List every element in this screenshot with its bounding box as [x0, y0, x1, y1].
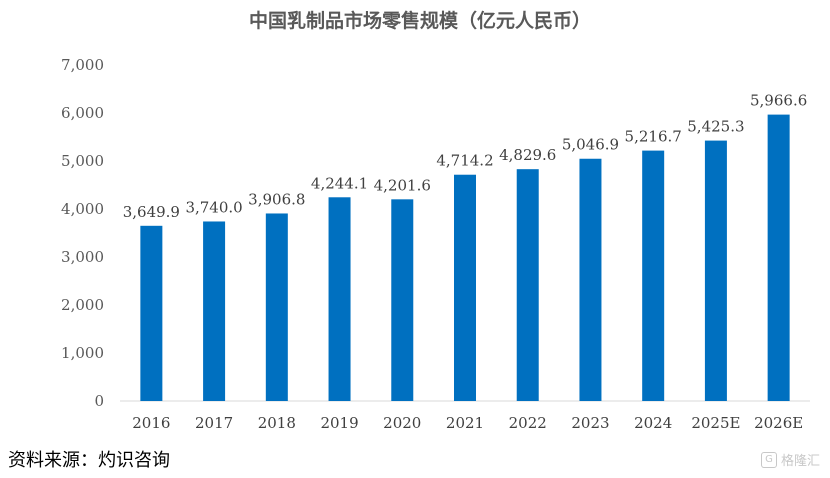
data-label: 4,244.1: [311, 174, 368, 192]
bar-2021: [454, 174, 476, 401]
x-tick-label: 2024: [634, 414, 672, 432]
x-tick-label: 2026E: [754, 414, 803, 432]
watermark-text: 格隆汇: [780, 454, 820, 469]
bar-2025E: [704, 140, 727, 401]
x-tick-label: 2025E: [691, 414, 740, 432]
data-label: 5,046.9: [562, 136, 619, 154]
data-label: 3,740.0: [185, 198, 242, 216]
data-label: 4,201.6: [374, 176, 431, 194]
data-label: 5,216.7: [625, 128, 682, 146]
data-label: 4,829.6: [499, 146, 556, 164]
data-label: 5,425.3: [687, 118, 744, 136]
bar-2023: [579, 158, 602, 401]
x-tick-label: 2019: [320, 414, 358, 432]
bar-2016: [140, 225, 163, 401]
bar-2018: [265, 213, 288, 401]
bar-2026E: [767, 114, 790, 401]
bar-2022: [516, 169, 539, 401]
source-note: 资料来源：灼识咨询: [8, 450, 170, 471]
bar-2020: [391, 199, 414, 401]
y-tick-label: 3,000: [61, 248, 104, 266]
y-tick-label: 2,000: [61, 296, 104, 314]
bar-2017: [203, 221, 226, 401]
bar-chart: 中国乳制品市场零售规模（亿元人民币） 0 1,000 2,000 3,000 4,000…: [61, 9, 810, 432]
y-tick-label: 0: [94, 392, 104, 410]
x-tick-label: 2023: [571, 414, 609, 432]
x-tick-label: 2021: [446, 414, 484, 432]
bar-2024: [642, 150, 665, 401]
y-tick-label: 7,000: [61, 56, 104, 74]
bars-group: 3,649.9 3,740.0 3,906.8 4,244.1 4,201.6 4,714…: [123, 92, 807, 401]
y-tick-label: 5,000: [61, 152, 104, 170]
data-label: 3,906.8: [248, 190, 305, 208]
y-axis: 0 1,000 2,000 3,000 4,000 5,000 6,000 7,000: [61, 56, 104, 410]
x-tick-label: 2020: [383, 414, 421, 432]
y-tick-label: 4,000: [61, 200, 104, 218]
data-label: 5,966.6: [750, 92, 807, 110]
data-label: 4,714.2: [436, 152, 493, 170]
x-tick-label: 2016: [132, 414, 170, 432]
bar-2019: [328, 197, 351, 401]
x-axis: 2016 2017 2018 2019 2020 2021 2022 2023 2024 2025…: [132, 414, 803, 432]
data-label: 3,649.9: [123, 203, 180, 221]
x-tick-label: 2022: [509, 414, 547, 432]
x-tick-label: 2017: [195, 414, 233, 432]
y-tick-label: 6,000: [61, 104, 104, 122]
x-tick-label: 2018: [258, 414, 296, 432]
watermark: G 格隆汇: [760, 450, 820, 469]
watermark-logo-icon: G: [760, 451, 777, 468]
y-tick-label: 1,000: [61, 344, 104, 362]
chart-title: 中国乳制品市场零售规模（亿元人民币）: [249, 9, 591, 32]
